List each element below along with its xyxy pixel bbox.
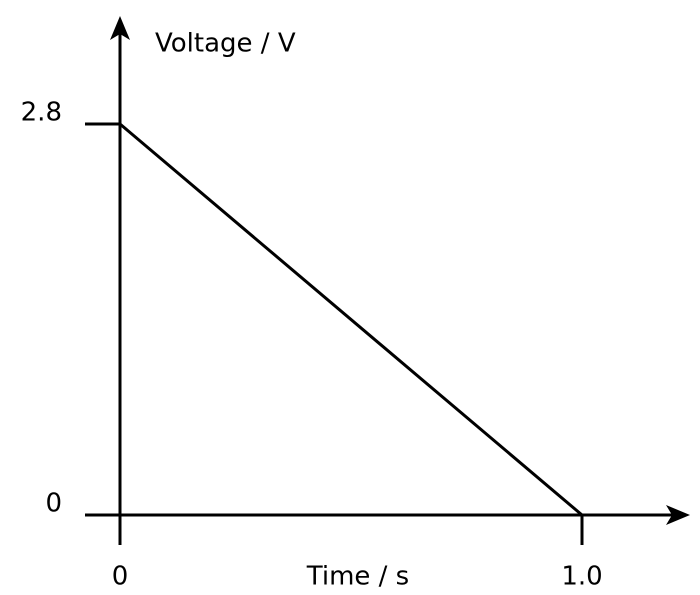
y-tick-label: 0 (45, 489, 62, 519)
data-line (119, 122, 583, 517)
x-tick-label: 0 (112, 562, 129, 592)
y-tick-label: 2.8 (21, 98, 62, 128)
y-axis-label: Voltage / V (155, 29, 296, 59)
x-tick-label: 1.0 (561, 562, 602, 592)
x-axis-arrow (666, 505, 690, 525)
x-axis-label: Time / s (306, 562, 409, 592)
y-axis-arrow (110, 16, 130, 40)
